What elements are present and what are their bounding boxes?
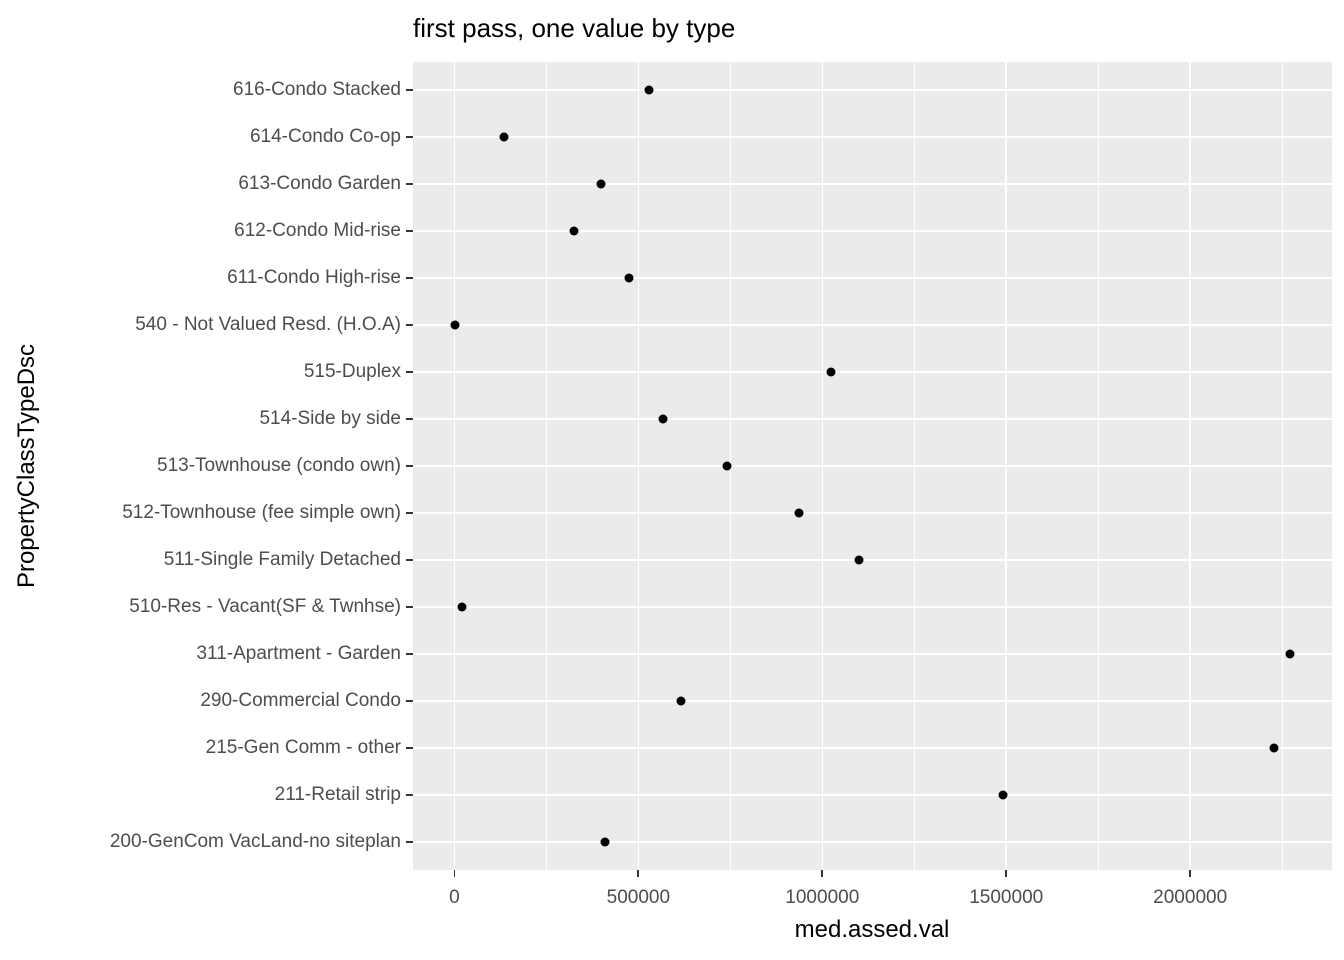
x-tick-mark [1189,870,1192,877]
y-tick-mark [406,746,413,749]
y-tick-mark [406,793,413,796]
y-tick-mark [406,371,413,373]
y-tick-label: 200-GenCom VacLand-no siteplan [109,830,401,852]
y-tick-label: 616-Condo Stacked [233,79,401,101]
data-point [998,790,1008,800]
data-point [854,555,864,565]
y-tick-label: 510-Res - Vacant(SF & Twnhse) [129,595,401,617]
row-gridline [413,559,1332,561]
y-tick-label: 513-Townhouse (condo own) [157,455,401,476]
row-gridline [413,277,1332,279]
y-tick-label: 611-Condo High-rise [227,267,401,289]
data-point [600,837,610,847]
row-gridline [413,230,1332,232]
row-gridline [413,700,1332,702]
y-tick-mark [406,465,413,467]
y-tick-mark [406,606,413,608]
y-tick-label: 511-Single Family Detached [163,548,401,570]
row-gridline [413,841,1332,843]
x-tick-label: 1500000 [969,887,1044,908]
data-point [644,85,654,95]
row-gridline [413,136,1332,138]
y-tick-mark [406,277,413,279]
row-gridline [413,183,1332,185]
row-gridline [413,418,1332,420]
data-point [624,273,634,283]
y-tick-mark [406,230,413,232]
row-gridline [413,89,1332,91]
y-tick-mark [406,324,413,326]
data-point [794,508,804,518]
y-tick-label: 211-Retail strip [274,783,401,805]
x-axis-title: med.assed.val [794,916,950,943]
x-tick-mark [637,870,640,877]
y-tick-label: 311-Apartment - Garden [196,642,401,664]
data-point [596,179,606,189]
data-point [569,226,579,236]
row-gridline [413,512,1332,514]
y-tick-label: 613-Condo Garden [238,173,401,195]
row-gridline [413,324,1332,326]
data-point [457,602,467,612]
y-tick-mark [406,136,413,139]
x-tick-label: 500000 [606,887,671,908]
row-gridline [413,653,1332,655]
row-gridline [413,465,1332,467]
row-gridline [413,606,1332,608]
y-tick-mark [406,183,413,186]
data-point [658,414,668,424]
x-tick-label: 1000000 [785,887,860,908]
y-tick-label: 540 - Not Valued Resd. (H.O.A) [135,314,401,336]
data-point [499,132,509,142]
row-gridline [413,747,1332,749]
data-point [676,696,686,706]
y-tick-label: 515-Duplex [303,361,401,383]
y-tick-mark [406,699,413,702]
y-tick-label: 612-Condo Mid-rise [234,220,401,242]
x-tick-label: 2000000 [1153,887,1228,908]
y-tick-mark [406,512,413,514]
data-point [450,320,460,330]
data-point [826,367,836,377]
y-tick-mark [406,559,413,561]
data-point [722,461,732,471]
y-tick-label: 614-Condo Co-op [249,126,401,148]
y-tick-mark [406,840,413,843]
data-point [1285,649,1295,659]
y-tick-label: 215-Gen Comm - other [205,736,401,758]
y-tick-mark [406,653,413,655]
row-gridline [413,371,1332,373]
y-tick-mark [406,418,413,420]
plot-panel [413,62,1332,870]
y-tick-label: 514-Side by side [259,408,401,430]
y-tick-mark [406,89,413,92]
y-tick-label: 290-Commercial Condo [200,689,401,711]
x-tick-mark [821,870,824,877]
x-tick-mark [453,870,456,877]
x-tick-label: 0 [449,887,460,908]
data-point [1269,743,1279,753]
y-tick-label: 512-Townhouse (fee simple own) [122,501,401,523]
x-tick-mark [1005,870,1008,877]
row-gridline [413,794,1332,796]
chart-title: first pass, one value by type [413,13,736,43]
